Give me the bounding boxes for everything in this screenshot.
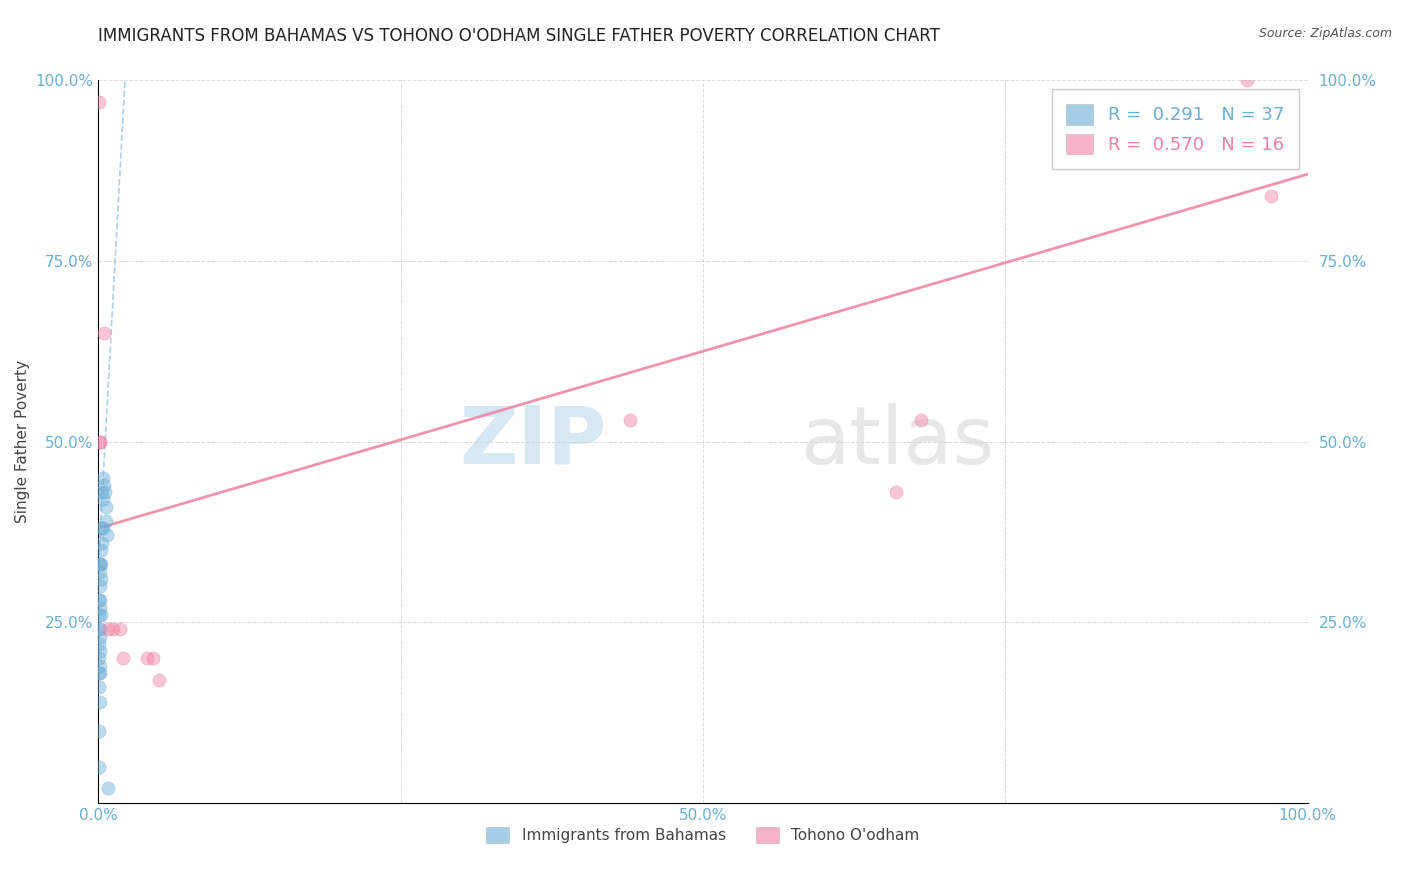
Point: [87, 680, 110, 694]
Point: [886, 485, 908, 500]
Point: [97, 623, 120, 637]
Point: [91, 492, 114, 507]
Point: [87, 607, 110, 622]
Point: [89, 630, 111, 644]
Point: [87, 760, 110, 774]
Point: [87, 593, 110, 607]
Point: [87, 637, 110, 651]
Point: [89, 695, 111, 709]
Point: [93, 478, 115, 492]
Point: [90, 572, 112, 586]
Point: [89, 600, 111, 615]
Point: [87, 665, 110, 680]
Point: [91, 485, 114, 500]
Point: [94, 500, 117, 514]
Point: [89, 593, 111, 607]
Point: [89, 565, 111, 579]
Point: [87, 558, 110, 572]
Text: atlas: atlas: [800, 402, 994, 481]
Point: [96, 528, 118, 542]
Point: [87, 623, 110, 637]
Point: [89, 434, 111, 449]
Point: [97, 781, 120, 796]
Y-axis label: Single Father Poverty: Single Father Poverty: [15, 360, 30, 523]
Point: [91, 471, 114, 485]
Text: Source: ZipAtlas.com: Source: ZipAtlas.com: [1258, 27, 1392, 40]
Point: [142, 651, 165, 665]
Point: [87, 723, 110, 738]
Point: [89, 644, 111, 658]
Point: [89, 434, 111, 449]
Point: [87, 95, 110, 109]
Point: [89, 665, 111, 680]
Point: [101, 623, 124, 637]
Point: [108, 623, 131, 637]
Point: [148, 673, 170, 687]
Point: [89, 623, 111, 637]
Point: [87, 651, 110, 665]
Point: [90, 542, 112, 557]
Point: [910, 413, 932, 427]
Point: [135, 651, 157, 665]
Point: [111, 651, 134, 665]
Point: [93, 326, 115, 341]
Point: [89, 579, 111, 593]
Point: [96, 514, 118, 528]
Point: [90, 558, 112, 572]
Text: ZIP: ZIP: [458, 402, 606, 481]
Legend: Immigrants from Bahamas, Tohono O'odham: Immigrants from Bahamas, Tohono O'odham: [481, 822, 925, 849]
Point: [91, 521, 114, 535]
Text: IMMIGRANTS FROM BAHAMAS VS TOHONO O'ODHAM SINGLE FATHER POVERTY CORRELATION CHAR: IMMIGRANTS FROM BAHAMAS VS TOHONO O'ODHA…: [98, 27, 941, 45]
Point: [90, 607, 112, 622]
Point: [90, 521, 112, 535]
Point: [1236, 73, 1258, 87]
Point: [89, 558, 111, 572]
Point: [619, 413, 641, 427]
Point: [91, 535, 114, 549]
Point: [94, 485, 117, 500]
Point: [89, 658, 111, 673]
Point: [1260, 189, 1282, 203]
